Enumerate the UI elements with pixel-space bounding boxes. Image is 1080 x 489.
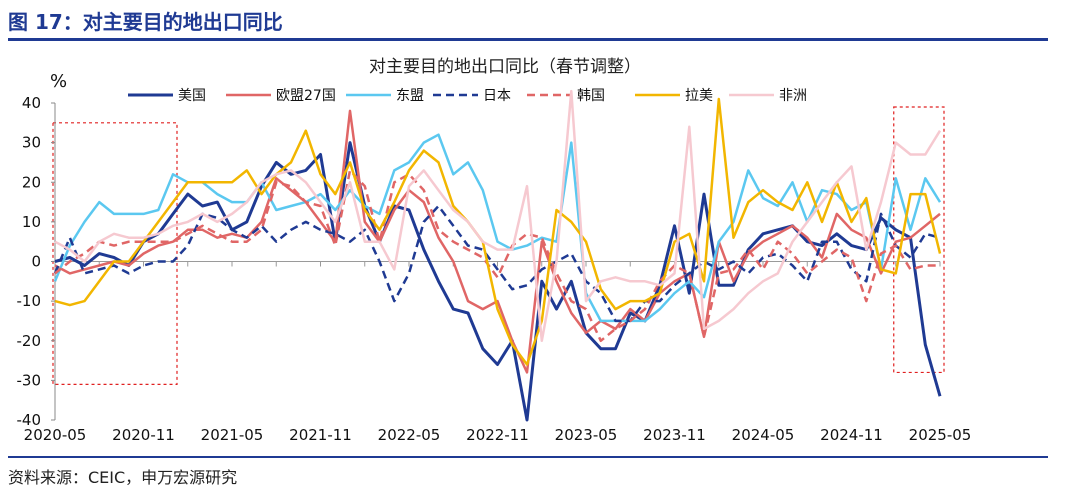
highlight-boxes (52, 106, 945, 385)
series-line-6 (54, 97, 942, 366)
legend-label: 美国 (178, 88, 206, 104)
y-tick-label: 30 (22, 134, 41, 152)
x-tick-label: 2022-11 (466, 426, 529, 444)
title-underline (8, 38, 1048, 41)
legend-label: 欧盟27国 (276, 88, 336, 104)
y-tick-label: -30 (17, 371, 42, 389)
legend-label: 日本 (483, 88, 511, 104)
x-tick-label: 2021-11 (289, 426, 352, 444)
chart-title: 对主要目的地出口同比（春节调整） (369, 57, 641, 77)
x-tick-label: 2023-11 (643, 426, 706, 444)
x-tick-label: 2024-05 (732, 426, 795, 444)
y-tick-label: 40 (22, 94, 41, 112)
highlight-box (52, 122, 178, 385)
x-tick-label: 2024-11 (820, 426, 883, 444)
y-tick-label: -10 (17, 292, 42, 310)
y-tick-label: -20 (17, 332, 42, 350)
x-tick-label: 2021-05 (201, 426, 264, 444)
y-tick-label: -40 (17, 411, 42, 429)
legend-label: 非洲 (779, 88, 807, 104)
series-line-5 (54, 169, 940, 343)
legend-label: 拉美 (685, 88, 713, 104)
highlight-box (893, 106, 945, 374)
y-tick-label: 0 (31, 253, 41, 271)
series-line-7 (54, 89, 942, 343)
figure-title: 图 17：对主要目的地出口同比 (8, 10, 283, 34)
footer-rule (8, 456, 1048, 458)
legend-label: 韩国 (577, 88, 605, 104)
y-tick-label: 20 (22, 173, 41, 191)
series-line-2 (54, 109, 941, 374)
x-tick-label: 2020-11 (112, 426, 175, 444)
y-axis-unit: % (50, 71, 67, 92)
line-chart: 对主要目的地出口同比（春节调整） % 美国 欧盟27国 东盟 日本 韩国 拉美 非洲 40 3… (17, 57, 972, 444)
legend: 美国 欧盟27国 东盟 日本 韩国 拉美 非洲 (128, 88, 807, 104)
y-tick-label: 10 (22, 213, 41, 231)
legend-label: 东盟 (396, 88, 424, 104)
series-lines (53, 89, 942, 422)
source-note: 资料来源：CEIC，申万宏源研究 (8, 468, 238, 487)
x-tick-label: 2025-05 (909, 426, 972, 444)
x-tick-label: 2023-05 (555, 426, 618, 444)
series-line-3 (53, 133, 942, 323)
x-tick-label: 2022-05 (378, 426, 441, 444)
x-tick-label: 2020-05 (24, 426, 87, 444)
